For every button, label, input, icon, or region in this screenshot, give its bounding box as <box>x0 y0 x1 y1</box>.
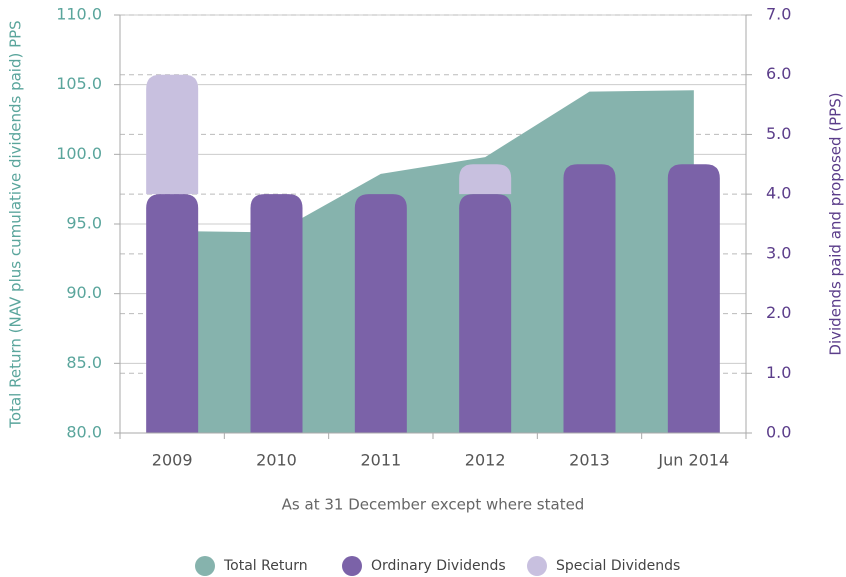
y2-tick-label: 1.0 <box>766 363 791 382</box>
bar <box>667 164 720 434</box>
axes: 80.0 85.0 90.0 95.0 100.0 105.0 110.0 0.0 1.0 2.0… <box>56 5 791 470</box>
bar <box>146 194 199 433</box>
bar <box>459 164 512 195</box>
y2-axis-label: Dividends paid and proposed (PPS) <box>827 92 845 355</box>
y-tick-label: 110.0 <box>56 5 102 24</box>
y2-tick-label: 5.0 <box>766 124 791 143</box>
x-tick-label: 2010 <box>256 451 297 470</box>
legend-label: Ordinary Dividends <box>371 558 506 574</box>
y-tick-label: 90.0 <box>66 283 102 302</box>
x-tick-label: 2013 <box>569 451 610 470</box>
y2-tick-label: 6.0 <box>766 64 791 83</box>
y2-tick-label: 3.0 <box>766 243 791 262</box>
bar <box>146 74 199 195</box>
y-tick-label: 95.0 <box>66 214 102 233</box>
legend-label: Special Dividends <box>556 558 680 574</box>
y2-tick-label: 4.0 <box>766 184 791 203</box>
y-tick-label: 105.0 <box>56 74 102 93</box>
x-tick-label: 2011 <box>360 451 401 470</box>
marks <box>146 74 720 434</box>
y2-tick-label: 2.0 <box>766 303 791 322</box>
legend: Total Return Ordinary Dividends Special Di… <box>195 556 680 576</box>
x-tick-label: Jun 2014 <box>657 451 729 470</box>
area <box>172 90 694 434</box>
bar <box>354 194 407 433</box>
legend-swatch <box>527 556 547 576</box>
y-tick-label: 100.0 <box>56 144 102 163</box>
x-axis-label: As at 31 December except where stated <box>282 496 585 514</box>
bar <box>563 164 616 434</box>
legend-swatch <box>195 556 215 576</box>
legend-swatch <box>342 556 362 576</box>
y2-tick-label: 0.0 <box>766 423 791 442</box>
y-axis-label: Total Return (NAV plus cumulative divide… <box>7 20 25 428</box>
x-tick-label: 2012 <box>465 451 506 470</box>
bar <box>250 194 303 433</box>
y-tick-label: 85.0 <box>66 353 102 372</box>
legend-label: Total Return <box>223 558 308 574</box>
y-tick-label: 80.0 <box>66 423 102 442</box>
x-tick-label: 2009 <box>152 451 193 470</box>
y2-tick-label: 7.0 <box>766 5 791 24</box>
bar <box>459 194 512 433</box>
